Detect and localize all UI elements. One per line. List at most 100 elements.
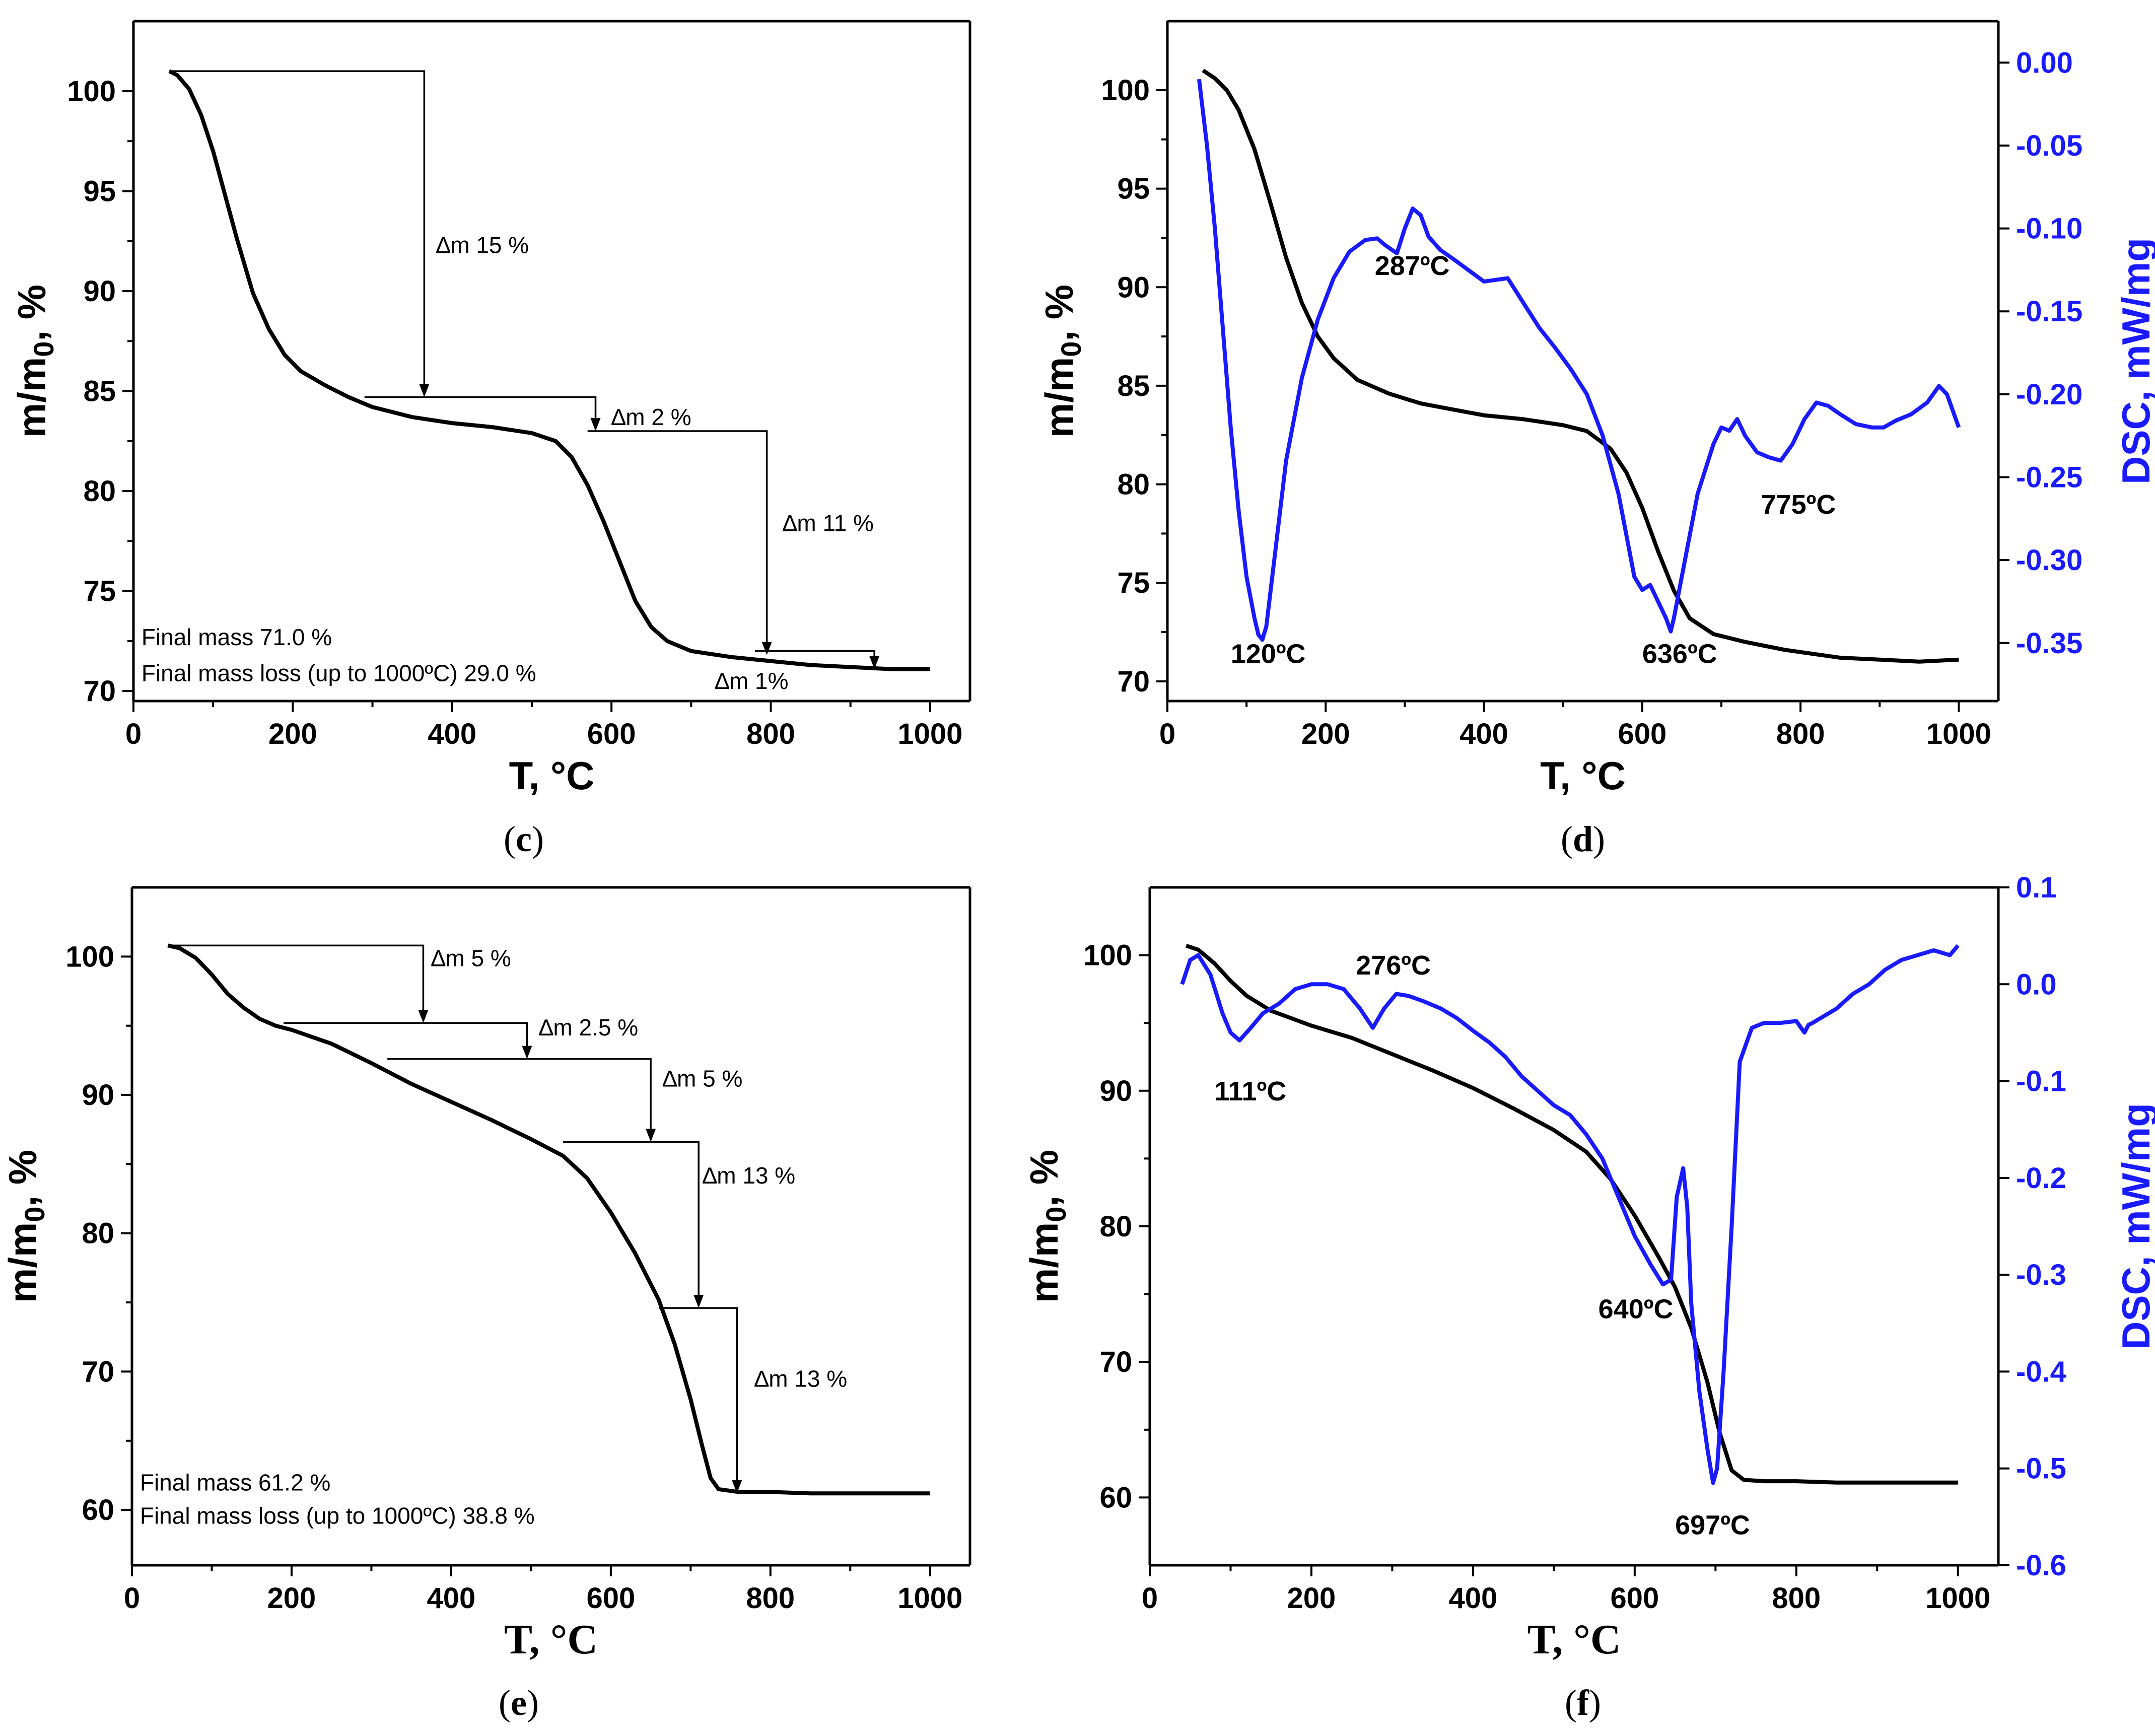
x-tick-label: 0 [125, 718, 142, 750]
x-tick-label: 200 [268, 718, 317, 750]
x-axis-title: T, °C [504, 1616, 598, 1663]
tg-curve [167, 943, 930, 1496]
x-tick-label: 200 [1301, 718, 1350, 750]
mass-step-bracket [284, 1022, 528, 1050]
x-tick-label: 800 [746, 1582, 795, 1615]
y2-tick-label: -0.20 [2016, 378, 2082, 411]
arrow-head-icon [693, 1295, 704, 1308]
x-tick-label: 600 [587, 718, 636, 750]
mass-step-bracket [587, 430, 768, 646]
x-tick-label: 600 [1610, 1582, 1659, 1615]
mass-step-label: ∆m 15 % [436, 232, 529, 258]
x-tick-label: 200 [1287, 1582, 1336, 1615]
y-tick-label: 70 [1117, 665, 1150, 698]
y-tick-label: 70 [1099, 1346, 1132, 1378]
mass-step-bracket [658, 1307, 738, 1485]
y-tick-label: 85 [83, 375, 116, 408]
arrow-head-icon [732, 1480, 742, 1494]
y-tick-label: 75 [1117, 567, 1150, 599]
mass-step-bracket [387, 1058, 652, 1133]
y-tick-label: 85 [1117, 370, 1150, 402]
y2-tick-label: -0.35 [2016, 627, 2082, 660]
panel-caption: (c) [504, 819, 544, 859]
chart-d: 0 200 400 600 800 1000 70 75 80 85 90 95 100 -0.35 -0.… [1037, 20, 2155, 859]
mass-step-bracket [563, 1141, 700, 1299]
dsc-curve [1197, 79, 1961, 642]
peak-temperature-label: 111ºC [1214, 1076, 1286, 1106]
x-tick-label: 400 [427, 1582, 476, 1615]
y2-tick-label: -0.25 [2016, 461, 2082, 494]
y2-tick-label: -0.1 [2016, 1065, 2066, 1098]
y2-axis-title: DSC, mW/mg [2114, 1103, 2155, 1350]
y2-tick-label: -0.05 [2016, 129, 2082, 162]
y2-axis-title: DSC, mW/mg [2114, 238, 2155, 484]
panel-caption: (d) [1561, 819, 1605, 859]
y2-tick-label: 0.00 [2016, 46, 2073, 79]
y-axis-title: m/m0, % [1037, 285, 1087, 438]
mass-step-label: ∆m 2.5 % [539, 1014, 638, 1040]
y2-tick-label: -0.30 [2016, 544, 2082, 577]
y-tick-label: 95 [83, 175, 116, 208]
peak-temperature-label: 640ºC [1598, 1294, 1674, 1325]
y-tick-label: 90 [1099, 1075, 1132, 1107]
peak-temperature-label: 120ºC [1231, 639, 1306, 669]
y2-tick-label: -0.6 [2016, 1549, 2066, 1582]
arrow-head-icon [761, 642, 772, 655]
x-tick-label: 400 [1459, 718, 1508, 750]
arrow-head-icon [590, 418, 601, 431]
panel-caption-letter: f [1577, 1683, 1589, 1723]
tg-curve [1202, 68, 1959, 664]
y-tick-label: 100 [1083, 939, 1132, 972]
mass-step-bracket [169, 70, 426, 388]
mass-step-bracket [364, 396, 597, 422]
mass-step-label: ∆m 5 % [663, 1066, 743, 1092]
y-axis-title: m/m0, % [1, 1150, 50, 1303]
peak-temperature-label: 697ºC [1675, 1510, 1750, 1540]
chart-e: 0 200 400 600 800 1000 60 70 80 90 100 T, °C m/m0, %… [1, 886, 971, 1723]
mass-step-label: ∆m 1% [715, 668, 789, 694]
y-tick-label: 100 [1101, 74, 1150, 107]
y2-tick-label: -0.4 [2016, 1355, 2066, 1388]
panel-caption-letter: e [511, 1683, 527, 1723]
x-tick-label: 0 [1159, 718, 1175, 750]
mass-step-label: ∆m 13 % [754, 1366, 847, 1392]
peak-temperature-label: 287ºC [1375, 251, 1450, 281]
y-tick-label: 90 [83, 275, 116, 308]
y-axis-title: m/m0, % [1022, 1150, 1072, 1303]
x-axis-title: T, °C [1540, 753, 1626, 798]
y-tick-label: 70 [82, 1355, 114, 1388]
x-tick-label: 0 [1142, 1582, 1158, 1615]
panel-caption: (f) [1565, 1683, 1601, 1723]
y-tick-label: 80 [1099, 1210, 1132, 1243]
x-tick-label: 200 [267, 1582, 316, 1615]
panel-caption-letter: c [516, 819, 532, 859]
y-tick-label: 90 [1117, 271, 1150, 304]
x-tick-label: 1000 [897, 1582, 962, 1615]
final-mass-note: Final mass 71.0 % [142, 624, 332, 650]
x-tick-label: 800 [746, 718, 795, 750]
y-tick-label: 95 [1117, 173, 1150, 205]
y-tick-label: 100 [67, 75, 116, 108]
mass-step-label: ∆m 13 % [703, 1162, 795, 1189]
mass-step-label: ∆m 5 % [431, 945, 511, 971]
y-tick-label: 100 [65, 940, 114, 973]
final-mass-note: Final mass 61.2 % [140, 1470, 330, 1496]
y2-tick-label: 0.0 [2016, 968, 2057, 1001]
x-tick-label: 800 [1776, 718, 1825, 750]
arrow-head-icon [869, 656, 880, 669]
x-tick-label: 1000 [1925, 1582, 1990, 1615]
x-tick-label: 400 [1449, 1582, 1498, 1615]
mass-step-bracket [168, 944, 425, 1014]
y-tick-label: 75 [83, 575, 116, 608]
peak-temperature-label: 636ºC [1642, 639, 1717, 669]
x-axis-title: T, °C [509, 753, 595, 798]
y2-tick-label: -0.10 [2016, 213, 2082, 245]
final-mass-note: Final mass loss (up to 1000ºC) 29.0 % [142, 660, 536, 686]
arrow-head-icon [419, 384, 430, 397]
y-tick-label: 60 [1099, 1481, 1132, 1514]
x-tick-label: 600 [1618, 718, 1666, 750]
y-tick-label: 80 [83, 475, 116, 508]
y2-tick-label: -0.5 [2016, 1452, 2066, 1485]
panel-caption-letter: d [1573, 819, 1593, 859]
